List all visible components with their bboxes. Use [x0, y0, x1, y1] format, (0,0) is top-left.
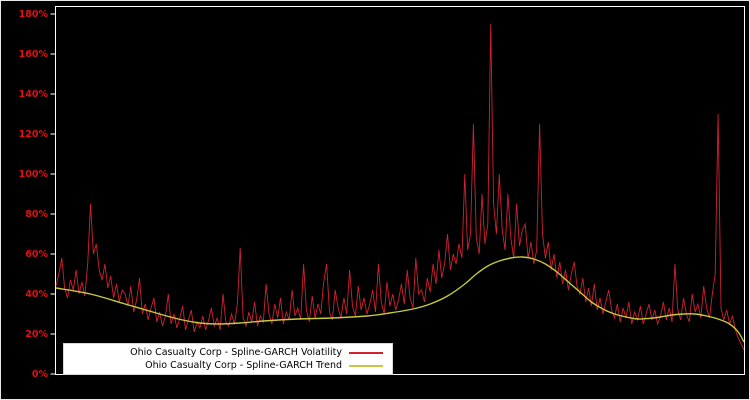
y-tick-label: 0%	[32, 369, 49, 380]
legend-row-volatility: Ohio Casualty Corp - Spline-GARCH Volati…	[68, 347, 383, 358]
y-tick-label: 180%	[19, 9, 49, 20]
legend-row-trend: Ohio Casualty Corp - Spline-GARCH Trend	[68, 360, 383, 371]
y-tick-label: 160%	[19, 49, 49, 60]
volatility-line-swatch	[349, 351, 383, 354]
y-tick-label: 100%	[19, 169, 49, 180]
trend-line	[55, 256, 745, 343]
legend-label-trend: Ohio Casualty Corp - Spline-GARCH Trend	[145, 360, 342, 371]
legend-label-volatility: Ohio Casualty Corp - Spline-GARCH Volati…	[130, 347, 342, 358]
plot-border	[55, 6, 745, 375]
chart-legend: Ohio Casualty Corp - Spline-GARCH Volati…	[63, 343, 393, 375]
y-tick-label: 60%	[25, 249, 48, 260]
trend-line-swatch	[349, 364, 383, 367]
y-tick-label: 40%	[25, 289, 48, 300]
y-tick-label: 140%	[19, 89, 49, 100]
y-tick-label: 120%	[19, 129, 49, 140]
y-tick-label: 20%	[25, 329, 48, 340]
volatility-line	[55, 23, 745, 351]
y-tick-label: 80%	[25, 209, 48, 220]
